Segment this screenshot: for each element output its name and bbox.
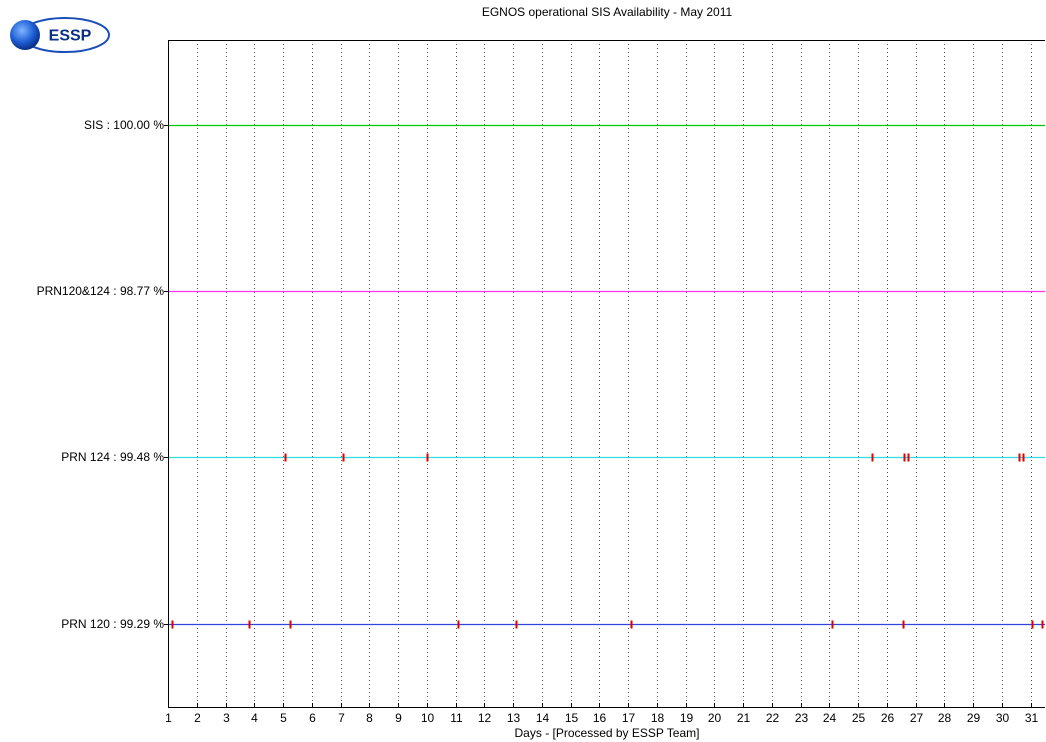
x-tick-label: 15	[565, 711, 579, 725]
x-tick-label: 5	[280, 711, 287, 725]
x-tick-label: 23	[795, 711, 809, 725]
series-label: PRN120&124 : 98.77 %	[37, 284, 165, 298]
x-tick-label: 20	[708, 711, 722, 725]
x-tick-label: 30	[996, 711, 1010, 725]
x-tick-label: 6	[309, 711, 316, 725]
x-tick-label: 10	[421, 711, 435, 725]
x-tick-label: 21	[737, 711, 751, 725]
x-tick-label: 31	[1025, 711, 1039, 725]
series-label: PRN 120 : 99.29 %	[61, 617, 164, 631]
x-tick-label: 22	[766, 711, 780, 725]
x-tick-label: 11	[450, 711, 463, 725]
x-tick-label: 29	[967, 711, 981, 725]
x-tick-label: 19	[680, 711, 694, 725]
x-tick-label: 9	[395, 711, 402, 725]
x-tick-label: 24	[823, 711, 837, 725]
x-tick-label: 8	[366, 711, 373, 725]
logo-text: ESSP	[49, 28, 92, 45]
x-tick-label: 16	[593, 711, 607, 725]
x-tick-label: 26	[881, 711, 895, 725]
x-tick-label: 4	[251, 711, 258, 725]
x-tick-label: 13	[507, 711, 521, 725]
x-tick-label: 14	[536, 711, 550, 725]
x-axis-label: Days - [Processed by ESSP Team]	[514, 726, 700, 740]
x-tick-label: 25	[852, 711, 866, 725]
x-tick-label: 17	[622, 711, 636, 725]
series-label: PRN 124 : 99.48 %	[61, 450, 164, 464]
x-tick-label: 18	[651, 711, 665, 725]
essp-logo: ESSP	[8, 15, 112, 55]
x-tick-label: 1	[165, 711, 172, 725]
x-tick-label: 12	[478, 711, 492, 725]
x-tick-label: 7	[338, 711, 345, 725]
x-tick-label: 2	[194, 711, 201, 725]
x-tick-label: 28	[938, 711, 952, 725]
series-label: SIS : 100.00 %	[84, 118, 164, 132]
chart-title: EGNOS operational SIS Availability - May…	[481, 5, 733, 19]
x-tick-label: 27	[910, 711, 924, 725]
x-tick-label: 3	[223, 711, 230, 725]
